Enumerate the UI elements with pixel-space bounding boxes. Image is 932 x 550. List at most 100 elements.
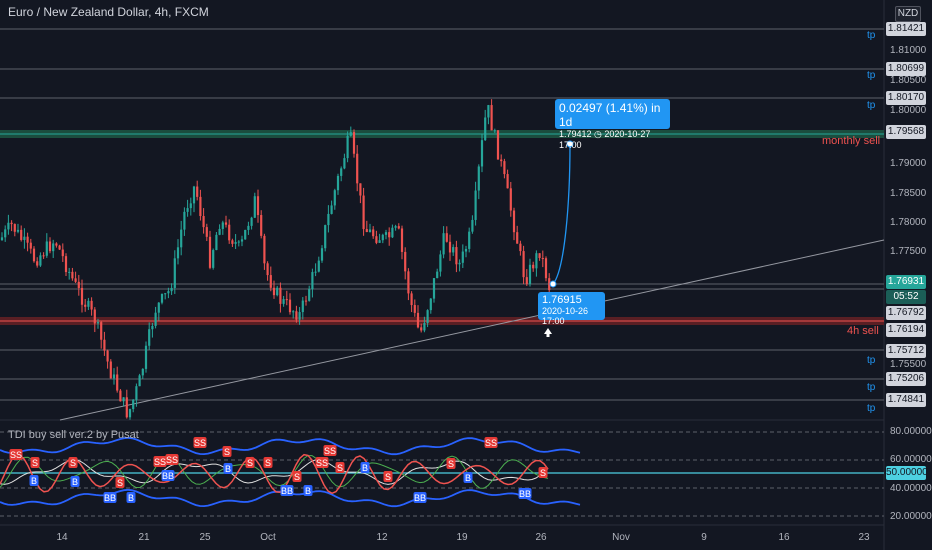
candle	[170, 283, 173, 295]
candle-body	[541, 257, 544, 259]
candle	[410, 291, 413, 313]
candle	[535, 250, 538, 277]
time-axis-label: 21	[138, 532, 150, 543]
time-axis-label: Oct	[260, 532, 276, 543]
candle-body	[253, 196, 256, 218]
candle	[224, 215, 228, 228]
start-time: 2020-10-26 17:00	[542, 306, 589, 326]
candle-body	[407, 271, 410, 294]
signal-badge	[463, 472, 473, 483]
candle-body	[61, 249, 64, 257]
candle-body	[416, 312, 420, 328]
candle	[292, 310, 295, 319]
candle	[541, 250, 544, 268]
signal-badge	[161, 470, 175, 481]
candle-body	[250, 217, 253, 226]
candle-body	[228, 224, 231, 241]
buy-signal: BB	[103, 492, 117, 503]
sell-signal: SS	[484, 437, 498, 448]
candle-body	[148, 329, 151, 346]
candle	[244, 229, 247, 240]
candle	[84, 298, 87, 312]
sell-signal: SS	[193, 437, 207, 448]
signal-text: SS	[10, 450, 22, 460]
candle-body	[516, 232, 519, 244]
candle-body	[372, 229, 375, 237]
candle	[100, 321, 103, 349]
candle	[439, 250, 442, 277]
candle	[116, 366, 119, 393]
candle-body	[64, 256, 68, 273]
time-axis-label: 25	[199, 532, 211, 543]
signal-badge	[103, 492, 117, 503]
candle-body	[186, 208, 189, 212]
start-point-callout[interactable]: 1.76915 2020-10-26 17:00	[538, 292, 605, 326]
sell-signal: SS	[165, 454, 179, 465]
candle-body	[29, 242, 32, 249]
candle	[340, 166, 343, 182]
candle-body	[202, 216, 205, 228]
candle-body	[490, 105, 493, 131]
candle	[407, 268, 410, 301]
candle	[42, 252, 45, 259]
tp-label: tp	[867, 70, 876, 81]
signal-badge	[335, 462, 345, 473]
candle	[221, 220, 224, 235]
candle	[471, 215, 474, 234]
buy-signal: BB	[518, 488, 532, 499]
candle-body	[362, 195, 365, 230]
signal-badge	[115, 477, 125, 488]
sell-signal: S	[222, 446, 232, 457]
candle	[93, 307, 96, 333]
candle	[480, 133, 484, 173]
candle-body	[471, 219, 474, 232]
symbol-title[interactable]: Euro / New Zealand Dollar, 4h, FXCM	[8, 5, 209, 19]
candle	[205, 223, 208, 242]
sell-signal: S	[335, 462, 345, 473]
candle	[26, 232, 29, 252]
price-scale-label: 1.78000	[890, 217, 927, 228]
signal-text: SS	[324, 446, 336, 456]
candle-body	[381, 234, 384, 241]
candle-body	[538, 253, 541, 258]
candle-body	[298, 312, 301, 320]
sell-signal: S	[263, 457, 273, 468]
candle	[509, 181, 512, 217]
candle-body	[71, 271, 74, 279]
candle	[298, 307, 301, 325]
projection-callout[interactable]: 0.02497 (1.41%) in 1d 1.79412 ◷ 2020-10-…	[555, 99, 670, 150]
signal-badge	[518, 488, 532, 499]
signal-badge	[446, 458, 456, 469]
candle-body	[346, 135, 349, 159]
indicator-scale-label: 80.00000	[890, 426, 932, 437]
candle-body	[244, 229, 247, 240]
signal-text: BB	[519, 489, 531, 499]
candle	[279, 282, 282, 313]
sell-signal: S	[30, 457, 40, 468]
indicator-scale-label: 60.00000	[890, 454, 932, 465]
candle-body	[477, 166, 480, 191]
candle-body	[13, 224, 16, 232]
candle-body	[365, 229, 368, 233]
candle-body	[39, 255, 42, 266]
candle	[247, 221, 250, 235]
candle-body	[276, 287, 279, 296]
candle	[141, 368, 144, 379]
time-axis-label: 19	[456, 532, 468, 543]
candle	[359, 183, 362, 204]
candle-body	[170, 287, 173, 292]
candle-body	[442, 233, 445, 255]
candle	[10, 220, 13, 232]
candle-body	[493, 130, 496, 132]
signal-badge	[9, 449, 23, 460]
candle-body	[487, 105, 490, 118]
indicator-title[interactable]: TDI buy sell ver.2 by Pusat	[8, 429, 139, 441]
candle	[327, 205, 330, 233]
signal-text: BB	[104, 493, 116, 503]
signal-badge	[315, 457, 329, 468]
currency-badge[interactable]: NZD	[895, 6, 921, 22]
candle	[343, 153, 346, 170]
signal-text: S	[448, 459, 454, 469]
candle-body	[45, 241, 48, 256]
